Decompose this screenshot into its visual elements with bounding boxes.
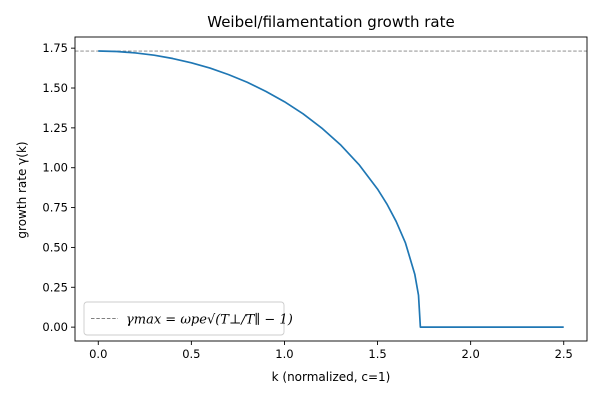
- y-tick-label: 1.75: [42, 41, 68, 55]
- y-tick-label: 1.25: [42, 121, 68, 135]
- x-tick-label: 0.0: [89, 347, 107, 361]
- x-axis-label: k (normalized, c=1): [272, 370, 391, 384]
- y-tick-label: 1.00: [42, 161, 68, 175]
- x-tick-label: 1.0: [275, 347, 293, 361]
- x-tick-label: 1.5: [368, 347, 386, 361]
- legend: γmax = ωpe√(T⊥/T∥ − 1): [83, 301, 293, 336]
- plot-frame: [74, 36, 588, 342]
- y-tick-label: 1.50: [42, 81, 68, 95]
- chart-title: Weibel/filamentation growth rate: [207, 13, 454, 31]
- y-tick-label: 0.25: [42, 280, 68, 294]
- x-tick-label: 2.0: [461, 347, 479, 361]
- y-tick-label: 0.75: [42, 201, 68, 215]
- series-line-0: [98, 50, 564, 328]
- x-tick-label: 0.5: [182, 347, 200, 361]
- x-tick-label: 2.5: [555, 347, 573, 361]
- y-tick-label: 0.00: [42, 320, 68, 334]
- y-axis-label: growth rate γ(k): [15, 141, 29, 238]
- legend-label: γmax = ωpe√(T⊥/T∥ − 1): [126, 313, 293, 328]
- y-tick-label: 0.50: [42, 240, 68, 254]
- legend-box: [83, 301, 285, 336]
